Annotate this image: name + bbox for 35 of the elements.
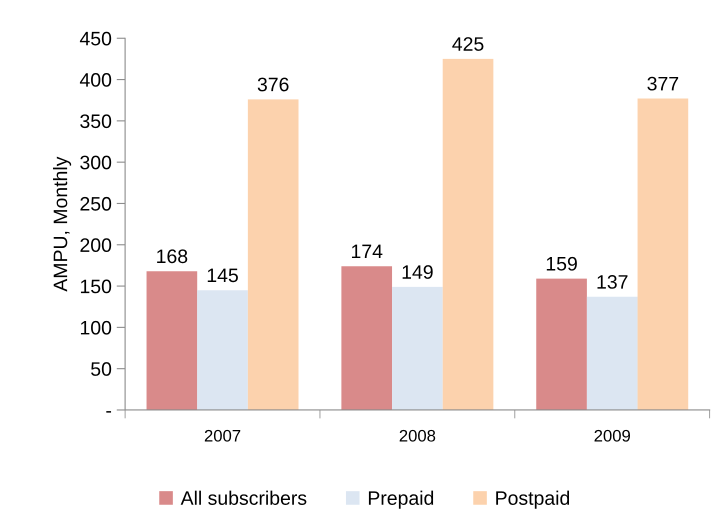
data-label: 376: [258, 78, 289, 92]
data-label: 174: [352, 244, 382, 258]
legend-label: Postpaid: [496, 490, 570, 509]
y-tick-label: 350: [80, 114, 112, 128]
bar: [197, 290, 248, 410]
y-tick-label: 100: [80, 320, 112, 335]
legend-label: All subscribers: [180, 490, 306, 505]
y-tick-label: 450: [80, 32, 112, 46]
y-tick-label: 250: [80, 196, 112, 211]
bar: [341, 266, 392, 410]
data-label: 145: [208, 268, 238, 282]
bar: [146, 271, 198, 410]
bar: [638, 98, 688, 410]
y-tick-label: 200: [80, 238, 112, 252]
data-label: 425: [452, 37, 484, 51]
bar: [442, 58, 494, 410]
y-tick-label: 50: [91, 362, 112, 376]
x-tick-label: 2007: [204, 430, 240, 442]
x-tick-label: 2008: [400, 430, 436, 442]
data-label: 159: [546, 256, 577, 271]
data-label: 168: [157, 249, 188, 264]
y-tick-label: 400: [80, 73, 112, 87]
legend-label: Prepaid: [368, 490, 434, 509]
y-axis-title: AMPU, Monthly: [53, 156, 72, 292]
y-tick-label: 300: [80, 156, 112, 170]
bar: [392, 286, 443, 410]
bar: [586, 296, 638, 410]
bar: [248, 99, 299, 410]
data-label: 149: [402, 265, 433, 279]
x-tick-label: 2009: [594, 430, 630, 442]
y-tick-label: -: [106, 411, 112, 413]
bar: [536, 278, 587, 410]
y-tick-label: 150: [80, 280, 112, 294]
data-label: 377: [647, 76, 678, 91]
data-label: 137: [597, 275, 628, 289]
